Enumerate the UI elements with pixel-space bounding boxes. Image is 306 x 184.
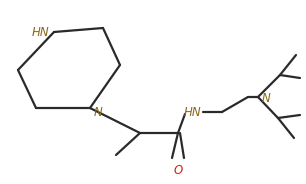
Text: HN: HN bbox=[32, 26, 49, 40]
Text: N: N bbox=[94, 105, 103, 118]
Text: HN: HN bbox=[184, 105, 202, 118]
Text: O: O bbox=[174, 164, 183, 176]
Text: N: N bbox=[262, 91, 271, 105]
